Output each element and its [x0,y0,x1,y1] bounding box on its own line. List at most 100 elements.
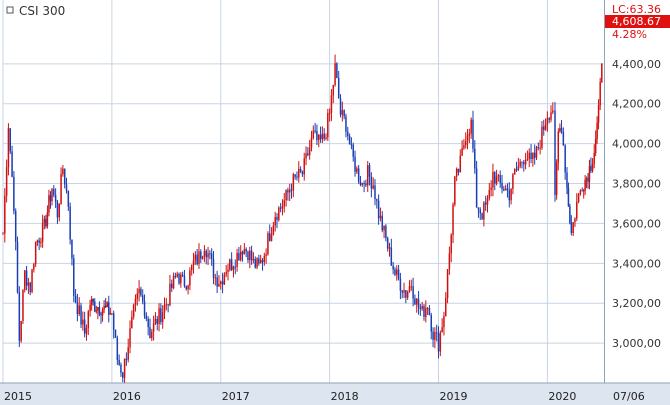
candle-body [481,213,483,220]
candle-body [41,222,44,242]
candle-body [171,283,173,289]
legend-marker-icon [6,6,14,14]
candle-body [97,306,99,311]
candle-body [548,118,550,120]
candle-body [406,291,409,298]
candle-body [2,233,4,235]
candle-body [183,276,186,287]
x-tick-label: 2016 [113,390,141,403]
candle-body [4,195,6,234]
candle-body [250,250,253,261]
candle-body [129,328,131,348]
candle-body [446,269,449,299]
candle-body [479,209,481,214]
candle-body [581,190,583,192]
candle-body [457,168,460,173]
candle-body [232,266,235,270]
candle-body [356,168,358,172]
candle-body [366,165,369,186]
candle-body [499,175,501,183]
candle-body [243,249,246,255]
candle-body [294,174,296,177]
date-label: 07/06 [613,390,645,403]
candle-body [112,313,115,330]
candle-body [78,305,80,315]
candle-body [330,95,333,113]
candle-body [570,222,573,233]
candle-body [258,258,260,264]
candle-body [203,250,206,257]
candle-body [292,174,295,191]
candle-body [448,253,451,270]
candle-body [245,249,247,252]
candle-body [285,190,287,201]
candle-body [388,247,391,249]
candle-body [562,131,565,146]
candle-body [149,327,151,339]
candle-body [524,160,527,165]
x-tick-label: 2017 [222,390,250,403]
candle-body [521,161,523,163]
candle-body [227,269,229,273]
candle-body [577,193,580,202]
candle-body [319,134,322,140]
candle-body [341,110,344,115]
candle-body [147,319,149,328]
candle-body [339,98,342,115]
candle-body [327,113,329,138]
candle-body [541,126,543,148]
candle-body [236,253,238,267]
candle-body [559,127,561,132]
candle-body [596,122,598,139]
candle-body [488,189,491,199]
candle-body [484,202,487,205]
candle-body [303,158,305,175]
candle-body [539,147,541,149]
candle-body [36,240,39,243]
candle-body [100,313,102,316]
candle-body [98,306,101,314]
candle-body [198,251,200,265]
candle-body [430,315,432,332]
candle-body [69,206,71,240]
candle-body [299,168,302,172]
candle-body [16,241,19,293]
candle-body [163,304,166,313]
candle-body [477,207,480,210]
candle-body [116,337,119,360]
candle-body [450,234,452,254]
candle-body [178,273,180,284]
candle-body [89,304,91,312]
x-tick-label: 2018 [331,390,359,403]
candle-body [185,286,188,290]
candle-body [361,183,364,185]
candle-body [225,272,227,275]
candle-body [332,85,335,96]
candle-body [92,299,94,302]
candle-body [454,176,456,205]
candle-body [56,201,59,218]
candle-body [312,130,315,138]
candle-body [156,318,158,325]
candle-body [412,286,414,299]
candle-body [83,319,86,334]
candle-body [40,241,42,243]
candle-body [290,189,293,191]
candle-body [428,308,431,316]
candle-body [501,182,503,190]
candle-body [410,286,413,288]
candle-body [569,206,571,223]
candle-body [167,304,169,306]
candle-body [445,298,447,316]
candle-body [31,269,33,293]
candle-body [432,331,434,340]
candle-body [104,305,107,308]
candle-body [599,82,601,106]
last-price-value: 4,608.67 [612,15,661,28]
candle-body [45,218,47,227]
candle-body [90,299,93,305]
candle-body [214,277,217,279]
candle-body [27,282,30,286]
candle-body [390,247,393,266]
candle-body [152,323,155,332]
